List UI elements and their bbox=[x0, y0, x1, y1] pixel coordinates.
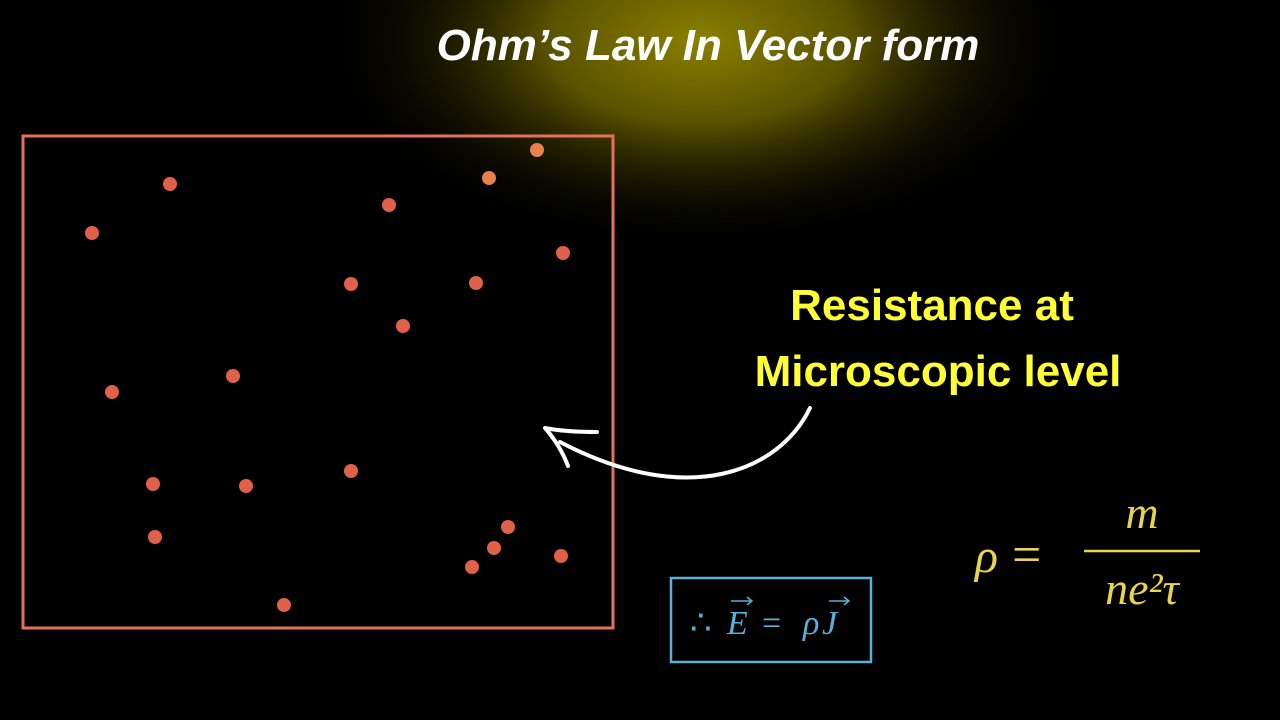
atom bbox=[382, 198, 396, 212]
atom bbox=[487, 541, 501, 555]
atom bbox=[239, 479, 253, 493]
title: Ohm’s Law In Vector form bbox=[437, 21, 980, 70]
atom bbox=[469, 276, 483, 290]
rho: ρ bbox=[802, 605, 819, 642]
atom bbox=[465, 560, 479, 574]
formula-lhs: ρ bbox=[973, 530, 998, 583]
equation-box bbox=[669, 576, 873, 664]
atom bbox=[554, 549, 568, 563]
atom bbox=[105, 385, 119, 399]
conductor-box bbox=[21, 134, 615, 630]
atom bbox=[85, 226, 99, 240]
atom bbox=[396, 319, 410, 333]
formula-operator: = bbox=[1012, 527, 1041, 584]
arrow-head bbox=[543, 426, 599, 468]
atoms bbox=[85, 143, 570, 612]
atom bbox=[530, 143, 544, 157]
arrow bbox=[558, 406, 812, 480]
atom bbox=[146, 477, 160, 491]
vector-j: J bbox=[822, 605, 839, 642]
therefore: ∴ bbox=[690, 605, 712, 642]
atom bbox=[501, 520, 515, 534]
formula-numerator: m bbox=[1125, 487, 1158, 538]
atom bbox=[148, 530, 162, 544]
atom bbox=[344, 464, 358, 478]
label-line: Microscopic level bbox=[755, 347, 1122, 396]
atom bbox=[163, 177, 177, 191]
formula-denominator: ne²τ bbox=[1105, 563, 1180, 614]
atom bbox=[344, 277, 358, 291]
vector-arrow bbox=[829, 596, 851, 606]
atom bbox=[556, 246, 570, 260]
glow bbox=[300, 0, 1100, 300]
equation-operator: = bbox=[762, 605, 781, 642]
vector-e: E bbox=[726, 605, 748, 642]
vector-arrow bbox=[731, 596, 754, 606]
atom bbox=[277, 598, 291, 612]
atom bbox=[482, 171, 496, 185]
atom bbox=[226, 369, 240, 383]
label-line: Resistance at bbox=[790, 281, 1074, 330]
